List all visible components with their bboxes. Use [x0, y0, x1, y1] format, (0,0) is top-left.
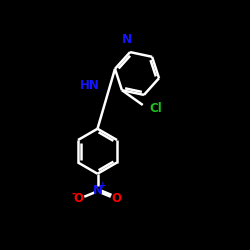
Text: N: N — [92, 184, 102, 196]
Text: Cl: Cl — [149, 102, 162, 114]
Text: -: - — [71, 189, 75, 199]
Text: N: N — [122, 33, 133, 46]
Text: O: O — [111, 192, 121, 205]
Text: HN: HN — [80, 79, 100, 92]
Text: O: O — [74, 192, 84, 205]
Text: +: + — [99, 181, 107, 190]
